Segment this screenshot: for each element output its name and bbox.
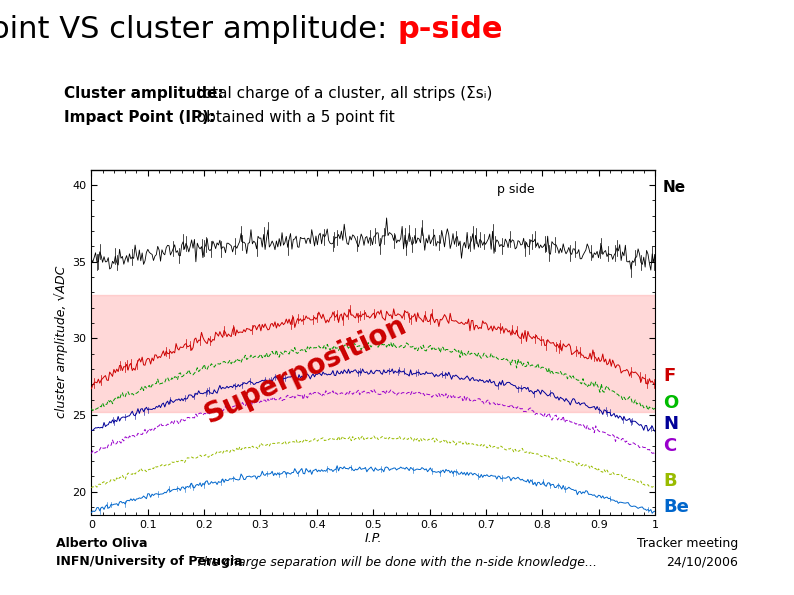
Y-axis label: cluster amplitude, √ADC: cluster amplitude, √ADC [55,266,68,418]
Text: Be: Be [663,497,689,516]
Text: The charge separation will be done with the n-side knowledge...: The charge separation will be done with … [196,556,598,569]
Text: Alberto Oliva: Alberto Oliva [56,537,147,550]
Text: O: O [663,394,678,412]
Text: Ne: Ne [663,180,686,195]
Text: 24/10/2006: 24/10/2006 [666,555,738,568]
Text: N: N [663,415,678,433]
Text: F: F [663,367,675,386]
Text: p side: p side [497,183,535,196]
Text: total charge of a cluster, all strips (Σsᵢ): total charge of a cluster, all strips (Σ… [187,86,492,101]
Bar [91,295,655,412]
X-axis label: I.P.: I.P. [364,533,382,545]
Text: obtained with a 5 point fit: obtained with a 5 point fit [187,110,395,125]
Text: p-side: p-side [397,15,503,44]
Text: C: C [663,437,676,455]
Text: B: B [663,472,676,490]
Text: Cluster amplitude:: Cluster amplitude: [64,86,223,101]
Text: impact point VS cluster amplitude:: impact point VS cluster amplitude: [0,15,397,44]
Text: INFN/University of Perugia: INFN/University of Perugia [56,555,242,568]
Text: Tracker meeting: Tracker meeting [637,537,738,550]
Text: Impact Point (IP):: Impact Point (IP): [64,110,214,125]
Text: Superposition: Superposition [200,311,410,429]
